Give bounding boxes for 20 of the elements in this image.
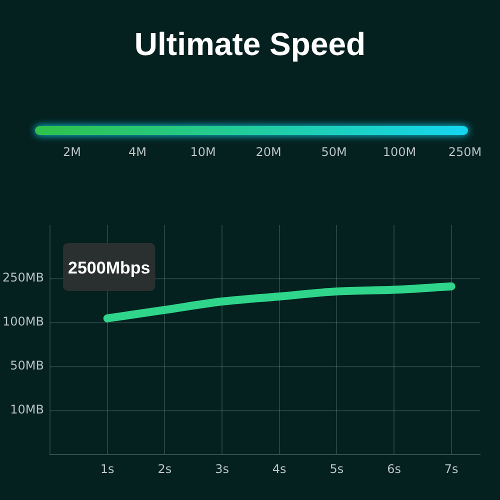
x-tick-label: 1s [100,462,114,476]
text: 250MB [2,270,44,285]
x-tick-label: 6s [387,462,401,476]
x-tick-label: 2s [158,462,172,476]
category-label: 20M [254,145,282,159]
text: 10MB [10,402,44,417]
category-label: 4M [128,145,148,159]
x-tick-label: 3s [215,462,229,476]
category-label: 2M [62,145,82,159]
text: 100MB [2,314,44,329]
text: Ultimate Speed [133,26,367,63]
category-label: 10M [189,145,217,159]
x-tick-label: 4s [272,462,286,476]
category-label: 50M [320,145,348,159]
text: 2500Mbps [68,258,150,278]
text: 50MB [10,358,44,373]
category-label: 100M [382,145,418,159]
x-tick-label: 5s [330,462,344,476]
x-tick-label: 7s [444,462,458,476]
category-label: 250M [447,145,483,159]
